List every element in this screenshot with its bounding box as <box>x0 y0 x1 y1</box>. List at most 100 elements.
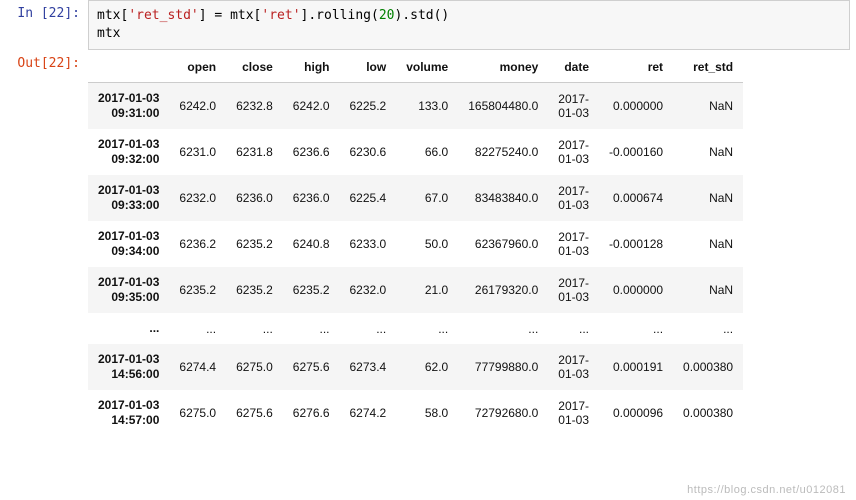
table-cell: 0.000191 <box>599 344 673 390</box>
table-cell: 6235.2 <box>169 267 226 313</box>
table-cell: 165804480.0 <box>458 83 548 130</box>
row-index: 2017-01-0309:32:00 <box>88 129 169 175</box>
table-cell: 6232.8 <box>226 83 283 130</box>
table-cell: 6236.0 <box>226 175 283 221</box>
table-cell: NaN <box>673 267 743 313</box>
code-line-2: mtx <box>97 25 841 43</box>
column-header: close <box>226 52 283 83</box>
table-cell: NaN <box>673 221 743 267</box>
code-token: 20 <box>379 8 395 23</box>
table-cell: NaN <box>673 175 743 221</box>
table-cell: 0.000000 <box>599 83 673 130</box>
table-cell: ... <box>169 313 226 344</box>
dataframe-table: openclosehighlowvolumemoneydateretret_st… <box>88 52 743 436</box>
table-cell: 0.000380 <box>673 390 743 436</box>
input-cell: In [22]: mtx['ret_std'] = mtx['ret'].rol… <box>0 0 856 50</box>
code-token: 'ret' <box>261 8 300 23</box>
table-cell: 6240.8 <box>283 221 340 267</box>
column-header: ret <box>599 52 673 83</box>
table-cell: 83483840.0 <box>458 175 548 221</box>
table-cell: ... <box>226 313 283 344</box>
table-cell: 82275240.0 <box>458 129 548 175</box>
table-row: 2017-01-0314:57:006275.06275.66276.66274… <box>88 390 743 436</box>
code-token: mtx[ <box>97 8 128 23</box>
table-cell: ... <box>283 313 340 344</box>
table-row: 2017-01-0309:34:006236.26235.26240.86233… <box>88 221 743 267</box>
table-cell: 6242.0 <box>169 83 226 130</box>
table-cell: 6230.6 <box>340 129 397 175</box>
row-index: 2017-01-0314:57:00 <box>88 390 169 436</box>
row-index: 2017-01-0314:56:00 <box>88 344 169 390</box>
table-cell: 0.000096 <box>599 390 673 436</box>
column-header: open <box>169 52 226 83</box>
watermark-text: https://blog.csdn.net/u012081 <box>687 484 846 496</box>
table-cell: 6233.0 <box>340 221 397 267</box>
table-cell: 2017-01-03 <box>548 83 599 130</box>
row-index: ... <box>88 313 169 344</box>
table-cell: NaN <box>673 83 743 130</box>
code-token: ] = mtx[ <box>199 8 262 23</box>
table-cell: 2017-01-03 <box>548 175 599 221</box>
table-cell: ... <box>340 313 397 344</box>
table-cell: 6274.2 <box>340 390 397 436</box>
row-index: 2017-01-0309:35:00 <box>88 267 169 313</box>
table-cell: 6231.0 <box>169 129 226 175</box>
table-cell: 67.0 <box>396 175 458 221</box>
column-header: low <box>340 52 397 83</box>
column-header: money <box>458 52 548 83</box>
table-cell: 6242.0 <box>283 83 340 130</box>
table-cell: -0.000128 <box>599 221 673 267</box>
code-token: 'ret_std' <box>128 8 198 23</box>
table-cell: 2017-01-03 <box>548 129 599 175</box>
table-cell: 2017-01-03 <box>548 221 599 267</box>
table-cell: 6275.0 <box>226 344 283 390</box>
table-cell: ... <box>599 313 673 344</box>
table-cell: 6235.2 <box>283 267 340 313</box>
table-cell: 6274.4 <box>169 344 226 390</box>
table-cell: ... <box>458 313 548 344</box>
code-token: ).std() <box>394 8 449 23</box>
code-line-1: mtx['ret_std'] = mtx['ret'].rolling(20).… <box>97 7 841 25</box>
table-cell: 21.0 <box>396 267 458 313</box>
table-body: 2017-01-0309:31:006242.06232.86242.06225… <box>88 83 743 437</box>
table-cell: 62.0 <box>396 344 458 390</box>
table-cell: 6275.6 <box>283 344 340 390</box>
row-index: 2017-01-0309:34:00 <box>88 221 169 267</box>
table-row: .............................. <box>88 313 743 344</box>
table-cell: 50.0 <box>396 221 458 267</box>
code-input[interactable]: mtx['ret_std'] = mtx['ret'].rolling(20).… <box>88 0 850 50</box>
table-row: 2017-01-0309:31:006242.06232.86242.06225… <box>88 83 743 130</box>
output-cell: Out[22]: openclosehighlowvolumemoneydate… <box>0 50 856 436</box>
output-area: openclosehighlowvolumemoneydateretret_st… <box>88 50 856 436</box>
table-cell: 26179320.0 <box>458 267 548 313</box>
input-prompt: In [22]: <box>0 0 88 21</box>
column-header: ret_std <box>673 52 743 83</box>
table-cell: NaN <box>673 129 743 175</box>
table-cell: 6236.2 <box>169 221 226 267</box>
table-cell: 6275.6 <box>226 390 283 436</box>
table-cell: -0.000160 <box>599 129 673 175</box>
code-token: ].rolling( <box>301 8 379 23</box>
row-index: 2017-01-0309:31:00 <box>88 83 169 130</box>
table-cell: 6236.6 <box>283 129 340 175</box>
table-cell: 6276.6 <box>283 390 340 436</box>
table-row: 2017-01-0309:33:006232.06236.06236.06225… <box>88 175 743 221</box>
table-cell: 6235.2 <box>226 267 283 313</box>
table-cell: 6232.0 <box>169 175 226 221</box>
table-row: 2017-01-0309:32:006231.06231.86236.66230… <box>88 129 743 175</box>
table-cell: 0.000674 <box>599 175 673 221</box>
column-header: high <box>283 52 340 83</box>
row-index: 2017-01-0309:33:00 <box>88 175 169 221</box>
table-cell: 0.000380 <box>673 344 743 390</box>
table-cell: 0.000000 <box>599 267 673 313</box>
table-row: 2017-01-0309:35:006235.26235.26235.26232… <box>88 267 743 313</box>
output-prompt: Out[22]: <box>0 50 88 71</box>
table-cell: 58.0 <box>396 390 458 436</box>
index-header <box>88 52 169 83</box>
table-cell: 66.0 <box>396 129 458 175</box>
table-cell: 2017-01-03 <box>548 267 599 313</box>
table-cell: 77799880.0 <box>458 344 548 390</box>
table-cell: 62367960.0 <box>458 221 548 267</box>
table-cell: 2017-01-03 <box>548 344 599 390</box>
table-cell: 133.0 <box>396 83 458 130</box>
